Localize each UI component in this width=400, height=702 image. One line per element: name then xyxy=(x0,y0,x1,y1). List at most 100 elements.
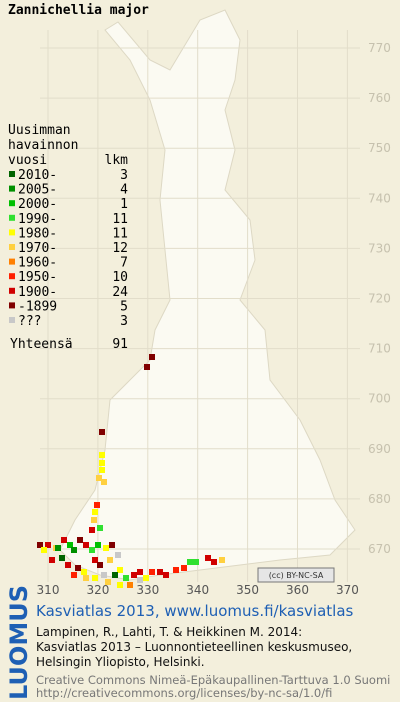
occurrence-square xyxy=(71,572,77,578)
legend-label: 2000- xyxy=(18,197,57,212)
occurrence-square xyxy=(99,429,105,435)
occurrence-square xyxy=(99,452,105,458)
occurrence-square xyxy=(89,527,95,533)
total-count: 91 xyxy=(112,337,128,352)
legend-label: -1899 xyxy=(18,299,57,314)
occurrence-square xyxy=(101,572,107,578)
legend-count: 5 xyxy=(120,299,128,314)
occurrence-square xyxy=(173,567,179,573)
legend-label: 1990- xyxy=(18,212,57,227)
legend-swatch xyxy=(9,287,15,294)
occurrence-square xyxy=(193,559,199,565)
legend-swatch xyxy=(9,200,15,207)
legend-count: 1 xyxy=(120,197,128,212)
legend-swatch xyxy=(9,302,15,309)
y-coordinate-label: 770 xyxy=(368,41,391,55)
logo: LUOMUS xyxy=(5,585,33,700)
occurrence-square xyxy=(59,555,65,561)
occurrence-square xyxy=(143,575,149,581)
total-label: Yhteensä xyxy=(10,337,73,352)
legend-count: 3 xyxy=(120,314,128,329)
legend-swatch xyxy=(9,258,15,265)
x-coordinate-label: 320 xyxy=(86,583,109,597)
occurrence-square xyxy=(105,579,111,585)
occurrence-square xyxy=(163,572,169,578)
y-coordinate-label: 720 xyxy=(368,292,391,306)
license-line: http://creativecommons.org/licenses/by-n… xyxy=(36,686,332,700)
x-coordinate-label: 340 xyxy=(186,583,209,597)
legend-swatch xyxy=(9,214,15,221)
occurrence-square xyxy=(94,502,100,508)
occurrence-square xyxy=(205,555,211,561)
occurrence-square xyxy=(131,572,137,578)
legend-count: 11 xyxy=(112,212,128,227)
y-coordinate-label: 740 xyxy=(368,191,391,205)
legend-count: 10 xyxy=(112,270,128,285)
occurrence-square xyxy=(92,557,98,563)
footer-heading: Kasviatlas 2013, www.luomus.fi/kasviatla… xyxy=(36,602,354,620)
occurrence-square xyxy=(65,562,71,568)
occurrence-square xyxy=(187,559,193,565)
occurrence-square xyxy=(92,575,98,581)
occurrence-square xyxy=(107,557,113,563)
legend-heading: Uusimman xyxy=(8,123,71,138)
occurrence-square xyxy=(89,547,95,553)
occurrence-square xyxy=(137,577,143,583)
citation-line: Lampinen, R., Lahti, T. & Heikkinen M. 2… xyxy=(36,625,302,639)
species-title: Zannichellia major xyxy=(8,3,149,18)
occurrence-square xyxy=(55,545,61,551)
occurrence-square xyxy=(91,517,97,523)
legend-label: ??? xyxy=(18,314,41,329)
occurrence-square xyxy=(99,467,105,473)
legend-swatch xyxy=(9,317,15,323)
legend-count: 24 xyxy=(112,285,128,300)
x-coordinate-label: 350 xyxy=(236,583,259,597)
legend-count: 12 xyxy=(112,241,128,256)
occurrence-square xyxy=(211,559,217,565)
occurrence-square xyxy=(83,575,89,581)
y-coordinate-label: 690 xyxy=(368,442,391,456)
legend-label: 1960- xyxy=(18,256,57,271)
citation-line: Kasviatlas 2013 – Luonnontieteellinen ke… xyxy=(36,640,352,654)
legend-count: 3 xyxy=(120,168,128,183)
occurrence-square xyxy=(103,545,109,551)
finland-outline xyxy=(59,9,356,581)
legend-count: 4 xyxy=(120,183,128,198)
x-coordinate-label: 330 xyxy=(136,583,159,597)
occurrence-square xyxy=(101,479,107,485)
legend-heading: havainnon xyxy=(8,138,78,153)
legend-swatch xyxy=(9,171,15,177)
occurrence-square xyxy=(77,537,83,543)
occurrence-square xyxy=(115,552,121,558)
occurrence-square xyxy=(99,460,105,466)
occurrence-square xyxy=(83,542,89,548)
legend-label: 1970- xyxy=(18,241,57,256)
occurrence-square xyxy=(123,575,129,581)
occurrence-square xyxy=(117,567,123,573)
occurrence-square xyxy=(71,547,77,553)
occurrence-square xyxy=(41,547,47,553)
y-coordinate-label: 680 xyxy=(368,492,391,506)
x-coordinate-label: 370 xyxy=(336,583,359,597)
occurrence-square xyxy=(157,569,163,575)
occurrence-square xyxy=(219,557,225,563)
legend-count: 7 xyxy=(120,256,128,271)
occurrence-square xyxy=(149,569,155,575)
occurrence-square xyxy=(137,569,143,575)
occurrence-square xyxy=(109,542,115,548)
occurrence-square xyxy=(144,364,150,370)
y-coordinate-label: 760 xyxy=(368,91,391,105)
legend-count: 11 xyxy=(112,226,128,241)
occurrence-square xyxy=(81,569,87,575)
legend-swatch xyxy=(9,229,15,236)
occurrence-square xyxy=(37,542,43,548)
legend-swatch xyxy=(9,244,15,250)
occurrence-square xyxy=(45,542,51,548)
occurrence-square xyxy=(181,565,187,571)
legend-count-heading: lkm xyxy=(105,153,129,168)
occurrences xyxy=(37,354,225,588)
x-coordinate-label: 310 xyxy=(37,583,60,597)
